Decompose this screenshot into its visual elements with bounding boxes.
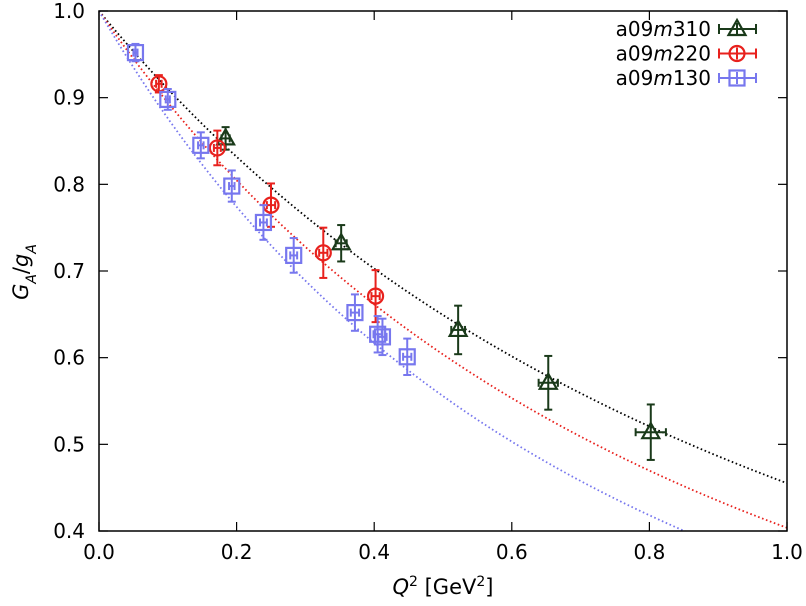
data-point bbox=[537, 354, 559, 411]
x-tick-label: 1.0 bbox=[771, 540, 803, 564]
marker-triangle bbox=[447, 318, 469, 338]
legend-label: a09m220 bbox=[616, 42, 711, 66]
marker-triangle bbox=[215, 127, 236, 146]
marker-triangle bbox=[537, 371, 559, 390]
x-tick-label: 0.6 bbox=[496, 540, 528, 564]
y-tick-label: 0.7 bbox=[53, 259, 85, 283]
marker-triangle bbox=[726, 17, 748, 37]
series-circle bbox=[150, 74, 385, 324]
y-tick-label: 0.4 bbox=[53, 519, 85, 543]
data-points bbox=[126, 42, 667, 461]
legend-item: a09m310 bbox=[616, 17, 757, 41]
data-point bbox=[346, 293, 364, 332]
data-point bbox=[634, 403, 667, 461]
data-point bbox=[126, 42, 145, 63]
y-tick-label: 0.5 bbox=[53, 432, 85, 456]
marker-square bbox=[159, 90, 177, 109]
data-point bbox=[150, 74, 168, 94]
y-tick-label: 1.0 bbox=[53, 0, 85, 23]
marker-square bbox=[126, 43, 145, 62]
x-tick-label: 0.0 bbox=[83, 540, 115, 564]
marker-square bbox=[373, 328, 392, 346]
data-point bbox=[254, 204, 273, 241]
legend-label: a09m310 bbox=[616, 17, 711, 41]
marker-triangle bbox=[330, 232, 352, 251]
data-point bbox=[330, 224, 352, 263]
marker-square bbox=[285, 246, 303, 264]
data-point bbox=[192, 131, 210, 160]
series-triangle bbox=[215, 126, 667, 461]
marker-circle bbox=[314, 244, 332, 262]
data-point bbox=[285, 237, 303, 274]
x-tick-label: 0.4 bbox=[358, 540, 390, 564]
marker-circle bbox=[728, 44, 746, 63]
axis-ticks bbox=[98, 10, 788, 532]
y-tick-label: 0.8 bbox=[53, 172, 85, 196]
y-axis-label: GA/gA bbox=[9, 244, 40, 300]
marker-square bbox=[728, 69, 746, 87]
legend-item: a09m220 bbox=[616, 42, 757, 66]
legend-item: a09m130 bbox=[616, 66, 757, 90]
marker-square bbox=[346, 304, 364, 322]
marker-square bbox=[369, 325, 387, 343]
x-axis-label: Q2 [GeV2] bbox=[392, 574, 493, 599]
data-point bbox=[314, 226, 332, 279]
marker-square bbox=[254, 213, 273, 232]
legend-label: a09m130 bbox=[616, 66, 711, 90]
fit-curve bbox=[99, 11, 787, 485]
data-point bbox=[223, 169, 241, 203]
data-point bbox=[447, 304, 469, 356]
y-tick-labels: 0.4 0.5 0.6 0.7 0.8 0.9 1.0 bbox=[53, 0, 85, 543]
marker-triangle bbox=[640, 420, 662, 440]
data-point bbox=[208, 129, 226, 167]
marker-square bbox=[223, 177, 241, 195]
marker-square bbox=[398, 348, 416, 366]
marker-circle bbox=[208, 139, 226, 157]
dipole-fit-curves bbox=[99, 11, 787, 531]
x-tick-label: 0.8 bbox=[633, 540, 665, 564]
data-point bbox=[398, 337, 416, 376]
data-point bbox=[373, 317, 392, 357]
x-tick-label: 0.2 bbox=[221, 540, 253, 564]
fit-curve bbox=[99, 11, 687, 531]
x-tick-labels: 0.0 0.2 0.4 0.6 0.8 1.0 bbox=[83, 540, 803, 564]
y-tick-label: 0.6 bbox=[53, 346, 85, 370]
series-square bbox=[126, 42, 416, 376]
marker-circle bbox=[150, 75, 168, 93]
data-point bbox=[366, 269, 385, 324]
marker-circle bbox=[366, 287, 385, 305]
marker-square bbox=[192, 136, 210, 154]
y-tick-label: 0.9 bbox=[53, 86, 85, 110]
data-point bbox=[159, 88, 177, 111]
